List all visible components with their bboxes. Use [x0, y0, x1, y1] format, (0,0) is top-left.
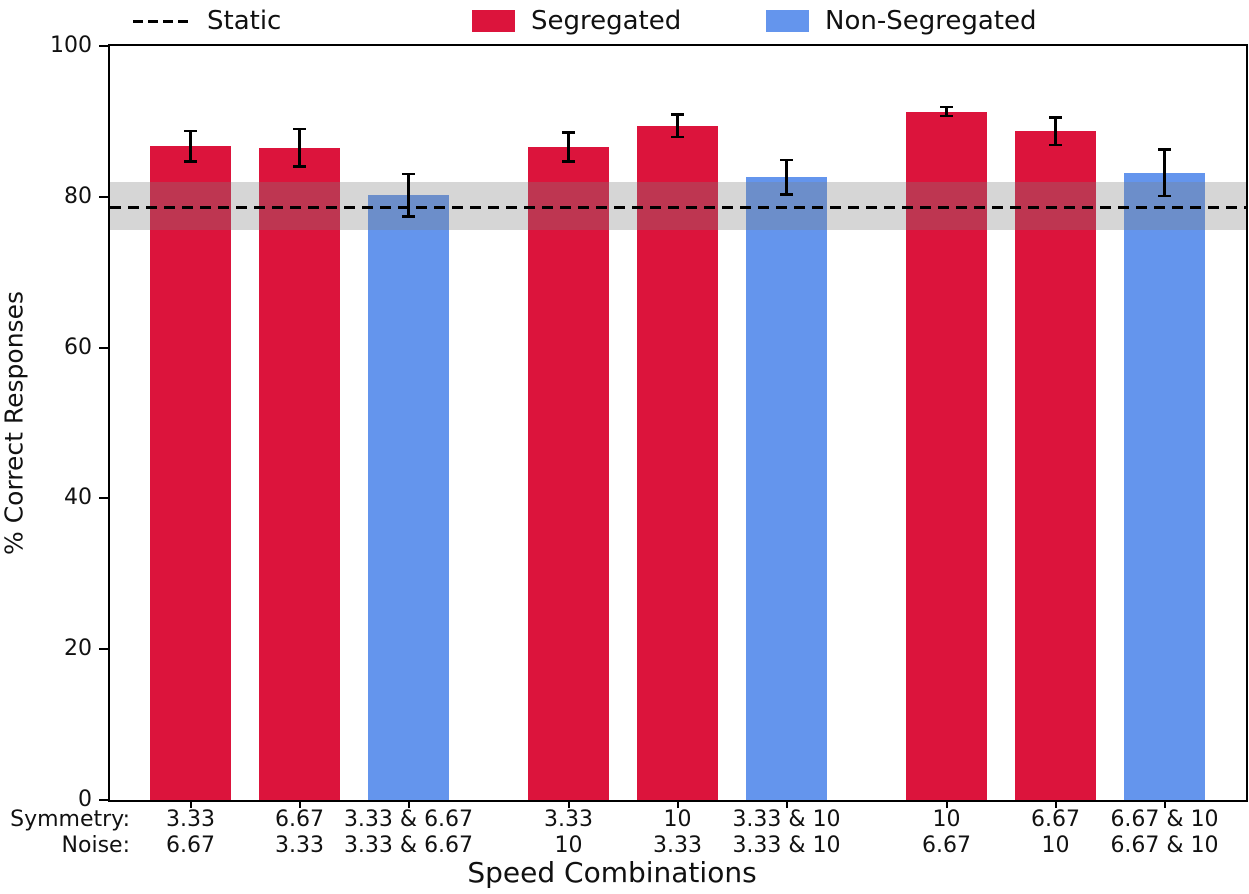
- x-category-noise: 3.33 & 10: [732, 833, 841, 858]
- error-bar-cap-top: [1158, 148, 1171, 151]
- x-tick: [189, 800, 192, 808]
- legend-item-segregated: Segregated: [472, 4, 681, 38]
- x-category-noise: 3.33 & 6.67: [343, 833, 474, 858]
- x-category-noise: 10: [1041, 833, 1070, 858]
- error-bar-cap-top: [940, 105, 953, 109]
- x-category-noise: 3.33: [275, 833, 324, 858]
- error-bar-cap-bottom: [1049, 143, 1062, 147]
- x-category-noise: 3.33: [653, 833, 702, 858]
- y-tick-label: 40: [64, 485, 92, 511]
- y-tick-label: 60: [64, 334, 92, 360]
- y-tick-label: 80: [64, 183, 92, 209]
- legend-label-non-segregated: Non-Segregated: [825, 6, 1037, 36]
- error-bar-line: [189, 131, 192, 162]
- blue-swatch-icon: [766, 10, 809, 32]
- x-tick: [407, 800, 410, 808]
- error-bar-cap-bottom: [671, 135, 684, 139]
- x-tick: [1054, 800, 1057, 808]
- legend-label-static: Static: [207, 6, 282, 36]
- x-category-symmetry: 3.33 & 10: [732, 807, 841, 832]
- x-tick: [1163, 800, 1166, 808]
- x-category-symmetry: 6.67 & 10: [1110, 807, 1219, 832]
- error-bar-line: [945, 107, 948, 117]
- error-bar-cap-bottom: [184, 160, 197, 163]
- error-bar-cap-bottom: [562, 160, 575, 163]
- bar-segregated: [906, 111, 987, 800]
- x-category-symmetry: 10: [932, 807, 961, 832]
- error-bar-cap-bottom: [402, 215, 415, 218]
- error-bar-line: [785, 159, 788, 195]
- error-bar-cap-top: [402, 172, 415, 176]
- plot-area: [108, 44, 1248, 802]
- static-dashed-line: [110, 205, 1246, 209]
- y-tick: [99, 45, 108, 47]
- x-tick: [567, 800, 570, 808]
- x-category-symmetry: 10: [663, 807, 692, 832]
- bar-non-segregated: [368, 195, 449, 800]
- error-bar-cap-top: [1049, 116, 1062, 119]
- y-tick: [99, 497, 108, 500]
- bar-non-segregated: [746, 177, 827, 800]
- x-tick: [785, 800, 788, 808]
- y-axis-title: % Correct Responses: [0, 291, 29, 555]
- x-tick: [298, 800, 301, 808]
- x-category-symmetry: 6.67: [1031, 807, 1080, 832]
- x-category-noise: 6.67: [166, 833, 215, 858]
- bar-segregated: [1015, 131, 1096, 800]
- bar-segregated: [259, 147, 340, 800]
- error-bar-cap-bottom: [780, 193, 793, 196]
- y-tick-label: 20: [64, 636, 92, 662]
- bar-non-segregated: [1124, 172, 1205, 800]
- dashed-line-icon: [133, 19, 191, 23]
- error-bar-cap-bottom: [293, 165, 306, 168]
- error-bar-cap-top: [671, 113, 684, 116]
- y-tick-label: 100: [50, 33, 92, 58]
- y-tick: [99, 195, 108, 198]
- error-bar-line: [676, 114, 679, 138]
- legend-item-static: Static: [133, 4, 281, 38]
- error-bar-cap-bottom: [1158, 194, 1171, 198]
- error-bar-cap-top: [562, 131, 575, 134]
- legend-item-non-segregated: Non-Segregated: [766, 4, 1036, 38]
- x-axis-title: Speed Combinations: [467, 856, 757, 889]
- x-category-noise: 6.67 & 10: [1110, 833, 1219, 858]
- error-bar-line: [1163, 149, 1166, 197]
- y-tick: [99, 648, 108, 651]
- x-category-noise: 10: [554, 833, 583, 858]
- error-bar-cap-top: [780, 158, 793, 162]
- error-bar-line: [407, 174, 410, 217]
- error-bar-cap-top: [184, 129, 197, 133]
- x-category-noise: 6.67: [922, 833, 971, 858]
- bar-segregated: [637, 125, 718, 800]
- x-category-symmetry: 3.33: [544, 807, 593, 832]
- x-category-symmetry: 6.67: [275, 807, 324, 832]
- y-tick-label: 0: [78, 787, 92, 812]
- x-tick: [676, 800, 679, 808]
- x-category-symmetry: 3.33: [166, 807, 215, 832]
- legend-label-segregated: Segregated: [531, 6, 682, 36]
- row-header-symmetry: Symmetry:: [10, 807, 130, 832]
- error-bar-line: [567, 132, 570, 162]
- row-header-noise: Noise:: [61, 833, 130, 858]
- bar-segregated: [528, 147, 609, 800]
- plot-canvas: [110, 46, 1246, 800]
- error-bar-line: [298, 128, 301, 167]
- x-category-symmetry: 3.33 & 6.67: [343, 807, 474, 832]
- bar-segregated: [150, 146, 231, 800]
- error-bar-line: [1054, 117, 1057, 145]
- red-swatch-icon: [472, 10, 515, 32]
- y-tick: [99, 799, 108, 801]
- error-bar-cap-bottom: [940, 114, 953, 118]
- error-bar-cap-top: [293, 127, 306, 131]
- y-tick: [99, 346, 108, 349]
- x-tick: [945, 800, 948, 808]
